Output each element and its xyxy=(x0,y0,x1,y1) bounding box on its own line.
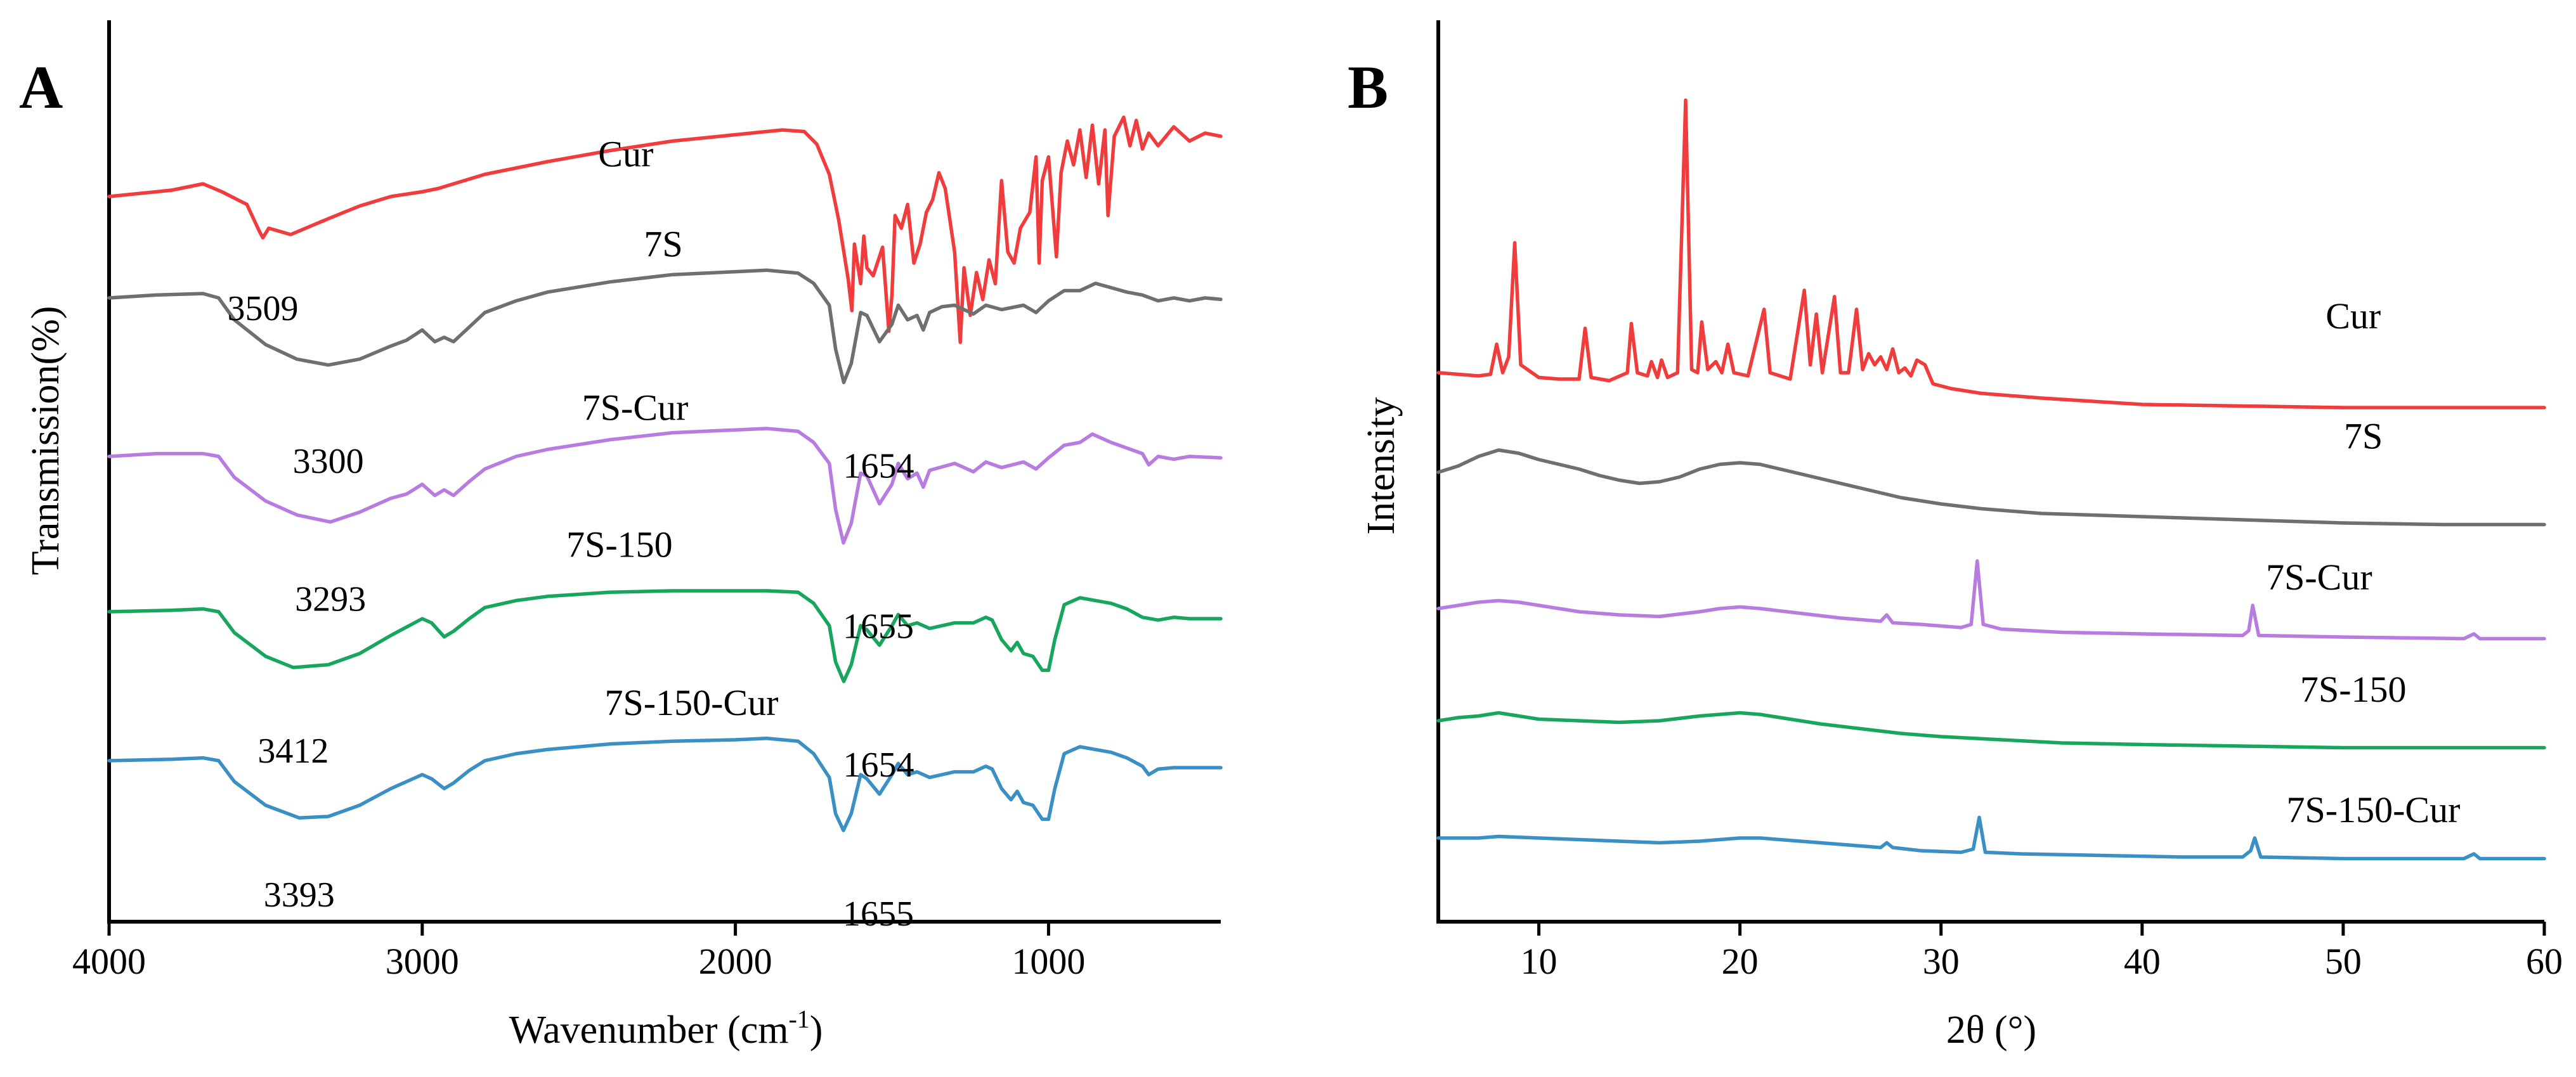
panel-a-peak-label-7s-150-3412: 3412 xyxy=(257,732,329,771)
panel-a-series-label-7s: 7S xyxy=(644,223,682,264)
panel-a-series-label-7s-cur: 7S-Cur xyxy=(582,387,689,428)
panel-a-x-tick-label-4000: 4000 xyxy=(72,941,146,982)
panel-a-x-axis-title: Wavenumber (cm-1) xyxy=(509,1005,823,1052)
panel-a-peak-label-7s-cur-1655: 1655 xyxy=(843,607,914,646)
panel-b-series-label-7s-150: 7S-150 xyxy=(2300,669,2407,710)
panel-a-x-tick-label-3000: 3000 xyxy=(386,941,459,982)
panel-b-series-labels: Cur 7S 7S-Cur 7S-150 7S-150-Cur xyxy=(2266,295,2460,830)
panel-a-trace-7s-150 xyxy=(107,589,1223,683)
panel-b-x-tick-label-30: 30 xyxy=(1923,941,1960,982)
panel-a-peak-label-7s-150-1654: 1654 xyxy=(843,745,914,785)
panel-a-series-label-7s-150: 7S-150 xyxy=(566,524,673,565)
panel-a-series-label-cur: Cur xyxy=(598,134,653,175)
panel-a-xlabel-main: Wavenumber (cm xyxy=(509,1009,789,1052)
panel-a-trace-7s xyxy=(107,268,1223,385)
panel-a-peak-label-cur-3509: 3509 xyxy=(227,289,298,328)
panel-b-x-tick-label-40: 40 xyxy=(2124,941,2161,982)
panel-b-series-label-cur: Cur xyxy=(2326,295,2381,337)
panel-a-peak-label-7s-150-cur-1655: 1655 xyxy=(843,894,914,934)
panel-a-peak-label-7s-150-cur-3393: 3393 xyxy=(264,875,335,915)
panel-a-letter: A xyxy=(19,53,63,121)
panel-b-trace-7s-cur xyxy=(1436,559,2546,641)
panel-b-trace-7s-150-cur xyxy=(1436,815,2546,861)
panel-b-y-axis-title: Intensity xyxy=(1360,397,1403,535)
panel-a-x-tick-label-2000: 2000 xyxy=(699,941,772,982)
panel-a-xlabel-close: ) xyxy=(810,1009,823,1052)
panel-a-series-labels: Cur 7S 7S-Cur 7S-150 7S-150-Cur xyxy=(566,134,778,724)
panel-a-ftir-chart: A 4000 3000 2000 1000 Cur 7S 7S-Cur 7S-150 7S-1… xyxy=(19,20,1223,1052)
panel-b-x-tick-label-50: 50 xyxy=(2325,941,2362,982)
panel-b-x-ticks: 10 20 30 40 50 60 xyxy=(1521,922,2563,982)
panel-a-xlabel-superscript: -1 xyxy=(788,1005,809,1033)
panel-b-series-label-7s-150-cur: 7S-150-Cur xyxy=(2287,789,2461,830)
panel-a-series-label-7s-150-cur: 7S-150-Cur xyxy=(605,682,779,723)
panel-a-trace-7s-cur xyxy=(107,427,1223,545)
panel-a-trace-7s-150-cur xyxy=(107,737,1223,832)
panel-b-series-label-7s: 7S xyxy=(2344,416,2383,457)
panel-a-trace-cur xyxy=(107,115,1223,344)
panel-a-x-ticks: 4000 3000 2000 1000 xyxy=(72,922,1085,982)
panel-a-traces xyxy=(107,115,1223,832)
panel-b-x-axis-title: 2θ (°) xyxy=(1946,1009,2036,1052)
panel-a-y-axis-title: Transmission(%) xyxy=(24,306,67,576)
panel-b-letter: B xyxy=(1348,53,1388,121)
panel-b-xrd-chart: B 10 20 30 40 50 60 Cur 7S 7S-Cur 7S-150 7S-150-C… xyxy=(1348,20,2563,1052)
panel-b-trace-7s-150 xyxy=(1436,711,2546,750)
panel-a-x-tick-label-1000: 1000 xyxy=(1012,941,1085,982)
panel-a-peak-labels: 3509 3300 1654 3293 1655 3412 1654 3393 1655 xyxy=(227,289,914,934)
panel-b-x-tick-label-20: 20 xyxy=(1722,941,1759,982)
panel-a-peak-label-7s-1654: 1654 xyxy=(843,446,914,486)
panel-a-peak-label-7s-3300: 3300 xyxy=(293,442,364,481)
panel-b-trace-cur xyxy=(1436,98,2546,410)
panel-b-traces xyxy=(1436,98,2546,861)
panel-b-trace-7s xyxy=(1436,448,2546,527)
panel-b-series-label-7s-cur: 7S-Cur xyxy=(2266,557,2372,598)
panel-b-x-tick-label-10: 10 xyxy=(1521,941,1558,982)
panel-a-peak-label-7s-cur-3293: 3293 xyxy=(295,579,366,619)
panel-b-x-tick-label-60: 60 xyxy=(2526,941,2563,982)
